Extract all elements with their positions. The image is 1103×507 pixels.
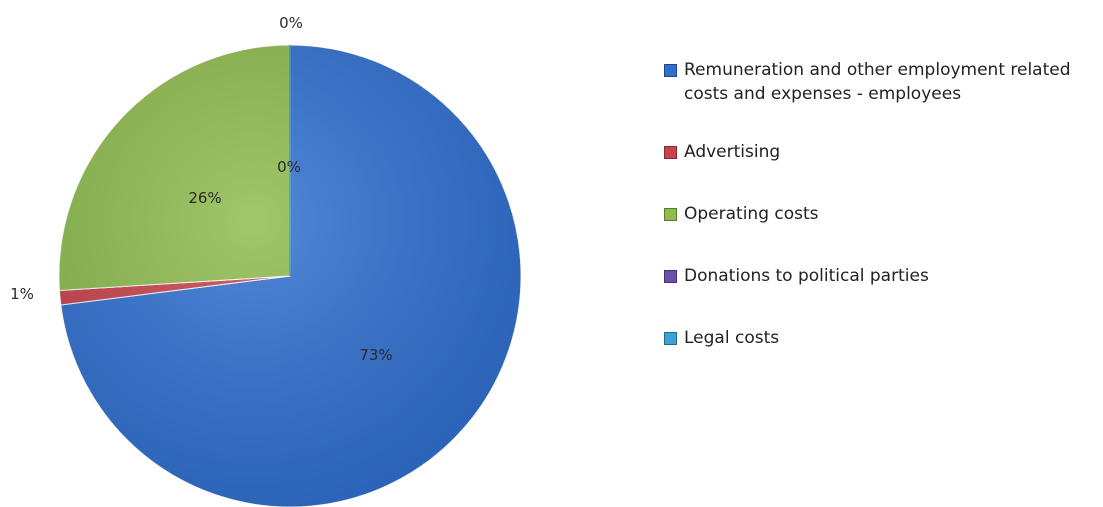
data-label-legal-costs: 0% bbox=[279, 14, 303, 32]
legend-item-donations: Donations to political parties bbox=[664, 264, 1100, 288]
pie-chart-plot: 73% 1% 26% 0% 0% bbox=[10, 14, 522, 507]
legend-label-donations: Donations to political parties bbox=[684, 266, 929, 286]
legend-item-operating-costs: Operating costs bbox=[664, 202, 1100, 226]
legend-item-remuneration: Remuneration and other employment relate… bbox=[664, 58, 1100, 106]
legend-swatch-advertising bbox=[664, 146, 677, 159]
legend-item-advertising: Advertising bbox=[664, 140, 1100, 164]
legend-swatch-donations bbox=[664, 270, 677, 283]
pie-chart: 73% 1% 26% 0% 0% bbox=[10, 14, 522, 507]
legend-label-legal-costs: Legal costs bbox=[684, 328, 780, 348]
legend-label-operating-costs: Operating costs bbox=[684, 204, 819, 224]
legend-swatch-remuneration bbox=[664, 64, 677, 77]
data-label-donations: 0% bbox=[277, 158, 301, 176]
data-label-operating-costs: 26% bbox=[188, 189, 221, 207]
legend-swatch-legal-costs bbox=[664, 332, 677, 345]
data-label-remuneration: 73% bbox=[359, 346, 392, 364]
data-label-advertising: 1% bbox=[10, 285, 34, 303]
legend-label-advertising: Advertising bbox=[684, 142, 781, 162]
pie-shading bbox=[59, 45, 521, 507]
chart-legend: Remuneration and other employment relate… bbox=[664, 58, 1100, 350]
legend-swatch-operating-costs bbox=[664, 208, 677, 221]
legend-label-remuneration: Remuneration and other employment relate… bbox=[684, 60, 1071, 104]
legend-item-legal-costs: Legal costs bbox=[664, 326, 1100, 350]
